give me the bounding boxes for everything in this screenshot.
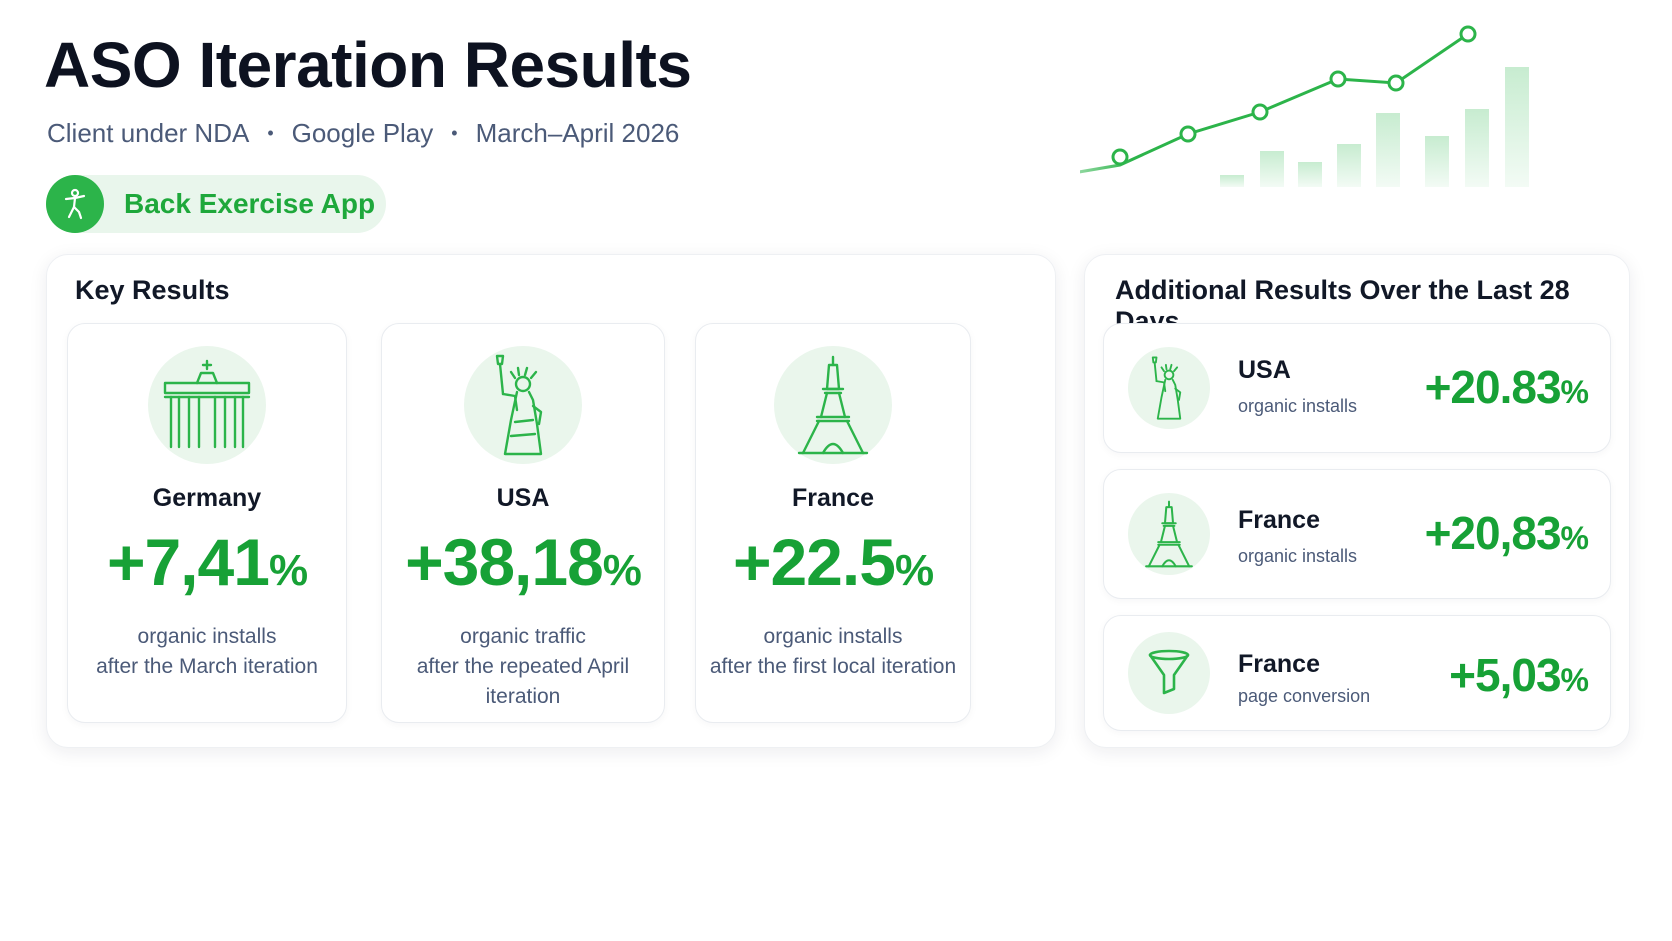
statue-of-liberty-icon [464, 346, 582, 464]
decorative-point [1329, 70, 1347, 88]
eiffel-tower-icon [1128, 493, 1210, 575]
app-badge: Back Exercise App [46, 175, 386, 233]
period-label: March–April 2026 [475, 118, 680, 148]
key-result-card-usa: USA +38,18% organic traffic after the re… [381, 323, 665, 723]
result-value: +7,41% [68, 524, 346, 600]
decorative-point [1111, 148, 1129, 166]
percent-sign: % [894, 546, 934, 595]
client-label: Client under NDA [47, 118, 250, 148]
statue-of-liberty-icon [1128, 347, 1210, 429]
result-metric: page conversion [1238, 686, 1371, 706]
person-exercise-icon [46, 175, 104, 233]
result-note: after the March iteration [96, 655, 318, 678]
result-value: +22.5% [696, 524, 970, 600]
decorative-point [1387, 74, 1405, 92]
result-number: +7,41 [106, 525, 270, 599]
additional-result-card-france-installs: France organic installs +20,83% [1103, 469, 1611, 599]
result-metric: organic installs [137, 625, 277, 648]
result-metric: organic installs [763, 625, 903, 648]
result-value: +5,03% [1449, 648, 1589, 702]
additional-results-title: Additional Results Over the Last 28 Days [1115, 275, 1570, 336]
brandenburg-gate-icon [148, 346, 266, 464]
decorative-growth-chart [1080, 25, 1529, 187]
eiffel-tower-icon [774, 346, 892, 464]
key-result-card-france: France +22.5% organic installs after the… [695, 323, 971, 723]
country-name: France [1238, 650, 1320, 678]
percent-sign: % [268, 546, 308, 595]
result-number: +20,83 [1424, 507, 1562, 559]
decorative-point [1459, 25, 1477, 43]
result-metric: organic installs [1238, 546, 1358, 566]
result-value: +20,83% [1424, 506, 1589, 560]
additional-result-card-usa: USA organic installs +20.83% [1103, 323, 1611, 453]
country-name: France [792, 484, 874, 512]
result-number: +5,03 [1449, 649, 1561, 701]
result-description: organic installs after the first local i… [696, 622, 970, 682]
decorative-bar [1260, 151, 1284, 187]
result-value: +38,18% [382, 524, 664, 600]
result-description: organic installs after the March iterati… [68, 622, 346, 682]
additional-result-card-france-conversion: France page conversion +5,03% [1103, 615, 1611, 731]
result-number: +20.83 [1424, 361, 1562, 413]
country-name: France [1238, 506, 1320, 534]
result-description: organic traffic after the repeated April… [382, 622, 664, 712]
key-results-panel: Key Results Germany +7,41% organic insta… [46, 254, 1056, 748]
page-title: ASO Iteration Results [44, 29, 692, 101]
separator-dot: • [451, 123, 458, 143]
separator-dot: • [267, 123, 274, 143]
decorative-bar [1220, 175, 1244, 187]
decorative-point [1179, 125, 1197, 143]
result-metric: organic installs [1238, 396, 1358, 416]
subtitle: Client under NDA • Google Play • March–A… [47, 118, 679, 149]
decorative-point [1251, 103, 1269, 121]
result-note: after the first local iteration [709, 655, 957, 678]
decorative-bar [1465, 109, 1489, 187]
decorative-bar [1425, 136, 1449, 187]
country-name: USA [1238, 356, 1291, 384]
key-result-card-germany: Germany +7,41% organic installs after th… [67, 323, 347, 723]
result-note: after the repeated April iteration [416, 655, 630, 708]
result-number: +22.5 [732, 525, 896, 599]
result-metric: organic traffic [460, 625, 586, 648]
decorative-bar [1337, 144, 1361, 187]
result-value: +20.83% [1424, 360, 1589, 414]
store-label: Google Play [291, 118, 434, 148]
decorative-bar [1505, 67, 1529, 187]
decorative-bar [1298, 162, 1322, 187]
percent-sign: % [1560, 374, 1589, 410]
key-results-title: Key Results [75, 275, 230, 305]
additional-results-panel: Additional Results Over the Last 28 Days… [1084, 254, 1630, 748]
app-name: Back Exercise App [124, 188, 376, 219]
decorative-bar [1376, 113, 1400, 187]
percent-sign: % [1560, 662, 1589, 698]
country-name: Germany [152, 484, 262, 512]
funnel-icon [1128, 632, 1210, 714]
percent-sign: % [602, 546, 642, 595]
percent-sign: % [1560, 520, 1589, 556]
result-number: +38,18 [405, 525, 604, 599]
country-name: USA [496, 484, 550, 512]
